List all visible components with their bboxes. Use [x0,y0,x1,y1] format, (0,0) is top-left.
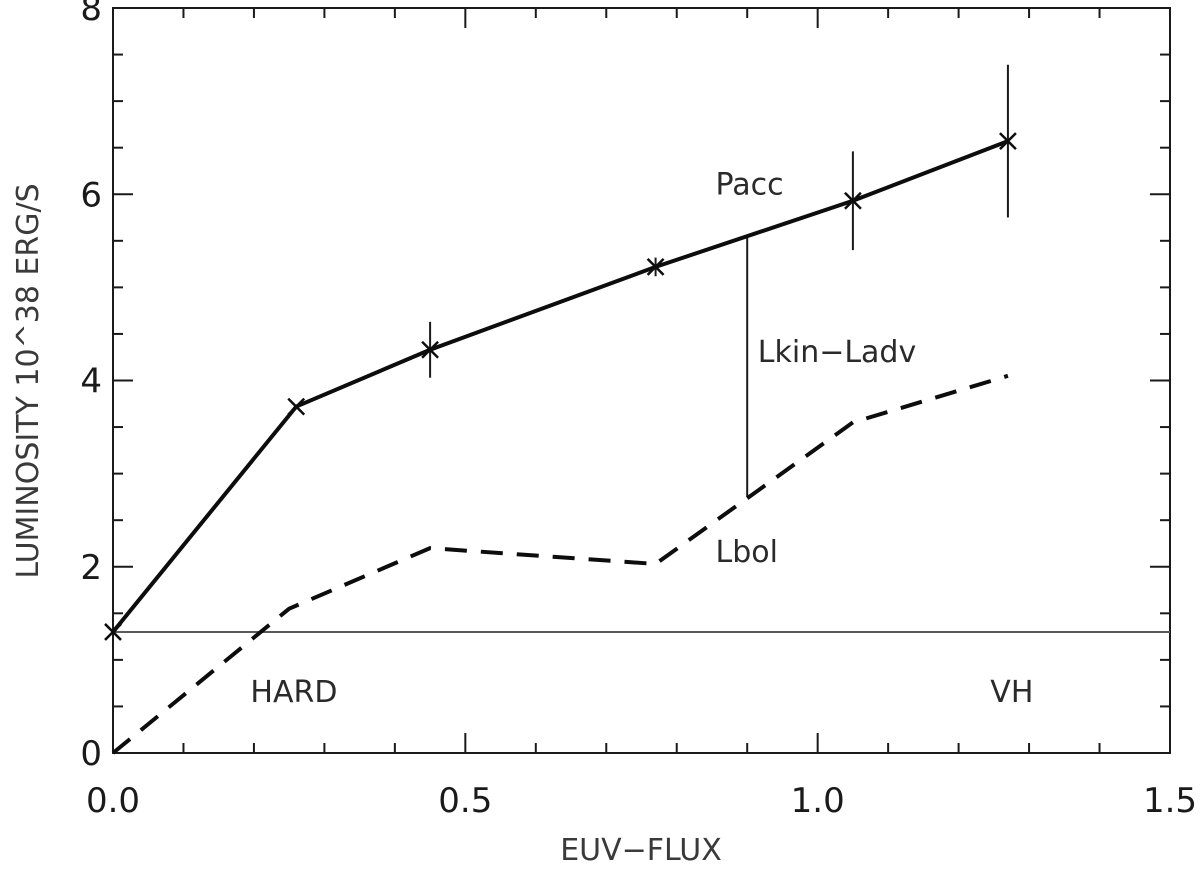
x-tick-label: 1.5 [1143,781,1197,821]
data-point-marker [104,623,122,641]
series-line [111,373,1009,755]
y-tick-label: 6 [80,175,102,215]
annotation: Pacc [715,167,783,202]
x-tick-label: 1.0 [791,781,845,821]
annotation: Lkin−Ladv [758,335,916,370]
data-point-marker [287,397,306,416]
data-point-marker [646,258,665,276]
series-layer [104,64,1017,755]
x-axis-label: EUV−FLUX [560,833,722,868]
annotation: Lbol [715,535,777,570]
y-axis-label: LUMINOSITY 10^38 ERG/S [11,183,46,578]
data-point-marker [844,191,862,210]
y-tick-label: 0 [80,734,102,774]
annotation: VH [990,675,1033,710]
y-tick-label: 4 [80,362,102,402]
data-point-marker [421,340,439,359]
x-tick-label: 0.0 [86,781,140,821]
tick-marks [112,7,1171,754]
tick-labels: 0.0 0.5 1.0 1.5 0 2 4 6 8 [80,0,1197,821]
annotations: Pacc Lkin−Ladv Lbol HARD VH [250,167,1033,710]
series-line [111,139,1009,634]
x-tick-label: 0.5 [438,781,492,821]
plot-frame [112,7,1171,754]
data-point-marker [999,132,1017,151]
y-tick-label: 8 [80,0,102,29]
annotation: HARD [250,675,337,710]
y-tick-label: 2 [80,548,102,588]
